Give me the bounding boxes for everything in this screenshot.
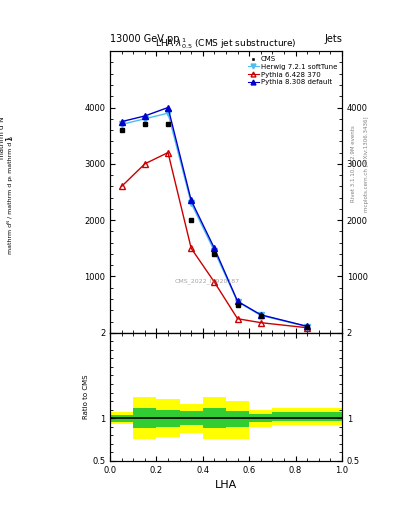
Y-axis label: Ratio to CMS: Ratio to CMS <box>83 375 89 419</box>
Text: mathrm dᴺ / mathrm d pₜ mathrm d λ: mathrm dᴺ / mathrm d pₜ mathrm d λ <box>7 136 13 253</box>
Text: Rivet 3.1.10, ≥ 2.9M events: Rivet 3.1.10, ≥ 2.9M events <box>351 125 356 202</box>
Title: LHA $\lambda^{1}_{0.5}$ (CMS jet substructure): LHA $\lambda^{1}_{0.5}$ (CMS jet substru… <box>155 36 297 51</box>
Text: 13000 GeV pp: 13000 GeV pp <box>110 33 180 44</box>
Text: mathrm d²N: mathrm d²N <box>0 117 5 160</box>
Text: CMS_2022_I1920187: CMS_2022_I1920187 <box>175 278 240 284</box>
Legend: CMS, Herwig 7.2.1 softTune, Pythia 6.428 370, Pythia 8.308 default: CMS, Herwig 7.2.1 softTune, Pythia 6.428… <box>247 55 338 87</box>
Text: 1: 1 <box>6 136 14 141</box>
Text: mcplots.cern.ch [arXiv:1306.3436]: mcplots.cern.ch [arXiv:1306.3436] <box>364 116 369 211</box>
Text: Jets: Jets <box>324 33 342 44</box>
X-axis label: LHA: LHA <box>215 480 237 490</box>
